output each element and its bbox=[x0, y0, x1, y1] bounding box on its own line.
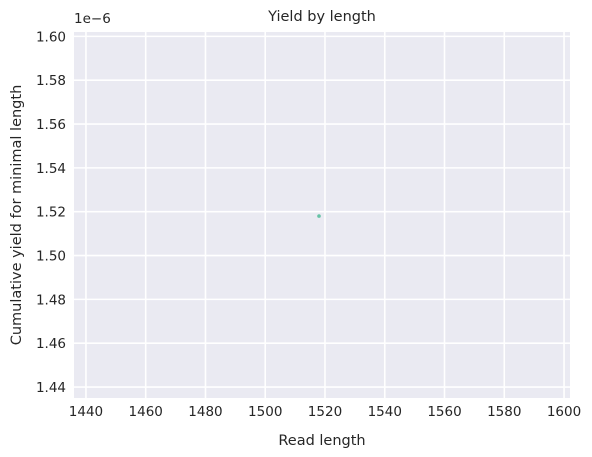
x-tick-label: 1440 bbox=[69, 404, 103, 420]
x-tick-label: 1600 bbox=[547, 404, 581, 420]
x-tick-label: 1540 bbox=[368, 404, 402, 420]
x-tick-labels: 1440 1460 1480 1500 1520 1540 1560 1580 1600 bbox=[69, 404, 581, 420]
x-tick-label: 1580 bbox=[487, 404, 521, 420]
x-tick-label: 1520 bbox=[308, 404, 342, 420]
y-axis-label: Cumulative yield for minimal length bbox=[9, 85, 25, 346]
y-tick-label: 1.50 bbox=[36, 249, 66, 265]
plot-area bbox=[74, 32, 570, 398]
y-tick-label: 1.54 bbox=[36, 161, 66, 177]
x-tick-label: 1560 bbox=[427, 404, 461, 420]
x-gridlines bbox=[85, 32, 565, 398]
y-offset-label: 1e−6 bbox=[74, 11, 111, 27]
y-tick-label: 1.44 bbox=[36, 380, 66, 396]
y-tick-label: 1.60 bbox=[36, 29, 66, 45]
data-point bbox=[317, 214, 321, 218]
y-tick-label: 1.46 bbox=[36, 336, 66, 352]
y-tick-labels: 1.44 1.46 1.48 1.50 1.52 1.54 1.56 1.58 1.60 bbox=[36, 29, 66, 396]
data-points bbox=[317, 214, 321, 218]
x-tick-label: 1460 bbox=[129, 404, 163, 420]
x-tick-label: 1480 bbox=[188, 404, 222, 420]
y-tick-label: 1.58 bbox=[36, 73, 66, 89]
y-tick-label: 1.56 bbox=[36, 117, 66, 133]
x-axis-label: Read length bbox=[278, 433, 365, 449]
y-tick-label: 1.48 bbox=[36, 292, 66, 308]
y-tick-label: 1.52 bbox=[36, 205, 66, 221]
y-gridlines bbox=[74, 35, 570, 388]
x-tick-label: 1500 bbox=[248, 404, 282, 420]
chart-title: Yield by length bbox=[267, 9, 376, 25]
